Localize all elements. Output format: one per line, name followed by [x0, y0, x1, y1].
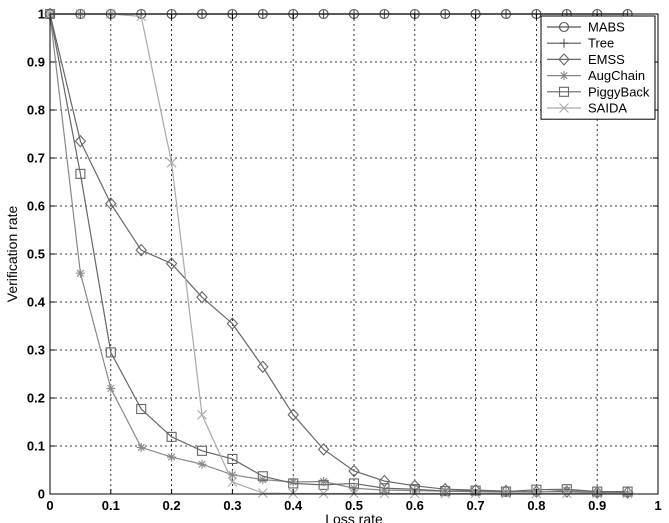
legend-swatch-marker	[558, 53, 570, 66]
legend-swatch-marker	[559, 71, 569, 81]
piggyback-point	[196, 445, 208, 456]
augchain-point	[75, 268, 85, 278]
augchain-point	[106, 383, 116, 393]
augchain-point	[136, 442, 146, 452]
legend-swatch-marker	[558, 21, 570, 33]
y-axis-label: Verification rate	[4, 206, 20, 303]
augchain-point	[258, 475, 268, 485]
legend-item-tree: Tree	[547, 36, 614, 51]
emss-point	[196, 290, 208, 304]
emss-point	[317, 443, 330, 456]
piggyback-point	[227, 453, 238, 465]
augchain-line	[49, 13, 628, 494]
piggyback-point	[592, 486, 603, 497]
piggyback-point	[622, 486, 633, 497]
emss-point	[165, 257, 178, 270]
saida-point	[227, 477, 238, 487]
emss-point	[135, 243, 147, 257]
emss-point	[287, 408, 299, 422]
y-tick-label: 0.7	[27, 151, 45, 166]
x-tick-label: 0.6	[406, 498, 424, 513]
saida-point	[136, 11, 147, 22]
legend-label: PiggyBack	[588, 84, 650, 99]
piggyback-point	[318, 479, 329, 490]
x-tick-label: 0.8	[527, 498, 545, 513]
y-tick-label: 0.2	[27, 391, 45, 406]
piggyback-line	[49, 13, 628, 493]
emss-point	[257, 360, 269, 374]
piggyback-point	[136, 403, 147, 415]
emss-point	[74, 134, 87, 148]
augchain-point	[562, 485, 572, 495]
augchain-point	[227, 470, 237, 480]
saida-point	[166, 157, 177, 168]
augchain-point	[319, 477, 329, 487]
saida-point	[197, 409, 207, 420]
x-tick-label: 0	[46, 498, 53, 513]
augchain-point	[167, 452, 177, 462]
saida-point	[257, 488, 268, 498]
legend-label: SAIDA	[588, 101, 627, 116]
x-tick-label: 0.1	[102, 498, 120, 513]
piggyback-point	[105, 347, 116, 358]
piggyback-point	[379, 483, 390, 494]
emss-point	[348, 464, 360, 478]
legend-item-saida: SAIDA	[547, 101, 627, 116]
grid-lines	[50, 14, 658, 494]
piggyback-point	[257, 471, 268, 482]
x-axis-label: Loss rate	[325, 511, 383, 523]
piggyback-point	[166, 431, 177, 442]
piggyback-point	[75, 168, 86, 179]
x-tick-label: 0.4	[284, 498, 303, 513]
legend-swatch-marker	[559, 103, 569, 113]
legend-item-piggyback: PiggyBack	[547, 84, 650, 99]
y-tick-label: 0.5	[27, 247, 45, 262]
legend-item-augchain: AugChain	[547, 68, 645, 83]
y-tick-label: 0.4	[27, 295, 46, 310]
legend-item-emss: EMSS	[547, 52, 625, 67]
piggyback-point	[470, 485, 481, 496]
x-tick-label: 0.9	[588, 498, 606, 513]
y-tick-label: 0.3	[27, 343, 45, 358]
legend-label: AugChain	[588, 68, 645, 83]
legend-label: MABS	[588, 20, 625, 35]
emss-point	[105, 197, 117, 210]
legend-box	[540, 15, 656, 120]
emss-point	[226, 317, 239, 330]
piggyback-point	[500, 486, 512, 497]
piggyback-point	[440, 486, 451, 497]
piggyback-point	[288, 478, 299, 489]
x-tick-label: 0.5	[345, 498, 363, 513]
y-tick-label: 0.9	[27, 55, 45, 70]
y-tick-label: 0.6	[27, 199, 45, 214]
y-tick-label: 0	[38, 487, 45, 502]
legend-swatch-marker	[558, 86, 570, 97]
augchain-point	[379, 485, 389, 495]
legend-label: EMSS	[588, 52, 625, 67]
legend-item-mabs: MABS	[547, 20, 625, 35]
augchain-point	[197, 459, 207, 469]
x-tick-label: 0.7	[467, 498, 485, 513]
piggyback-point	[348, 478, 360, 489]
y-tick-label: 0.8	[27, 103, 45, 118]
y-tick-label: 0.1	[27, 439, 45, 454]
axis-ticks: 0 0.1 0.2 0.3 0.4 0.5 0.6 0.7 0.8 0.9 1 0 0.1 0.2 0.3 0…	[27, 7, 662, 514]
legend-swatch-marker	[559, 38, 569, 48]
series-piggyback	[44, 8, 633, 497]
augchain-point	[288, 477, 298, 487]
x-tick-label: 1	[654, 498, 661, 513]
x-tick-label: 0.3	[223, 498, 241, 513]
legend-label: Tree	[588, 36, 614, 51]
x-tick-label: 0.2	[163, 498, 181, 513]
y-tick-label: 1	[38, 7, 45, 22]
